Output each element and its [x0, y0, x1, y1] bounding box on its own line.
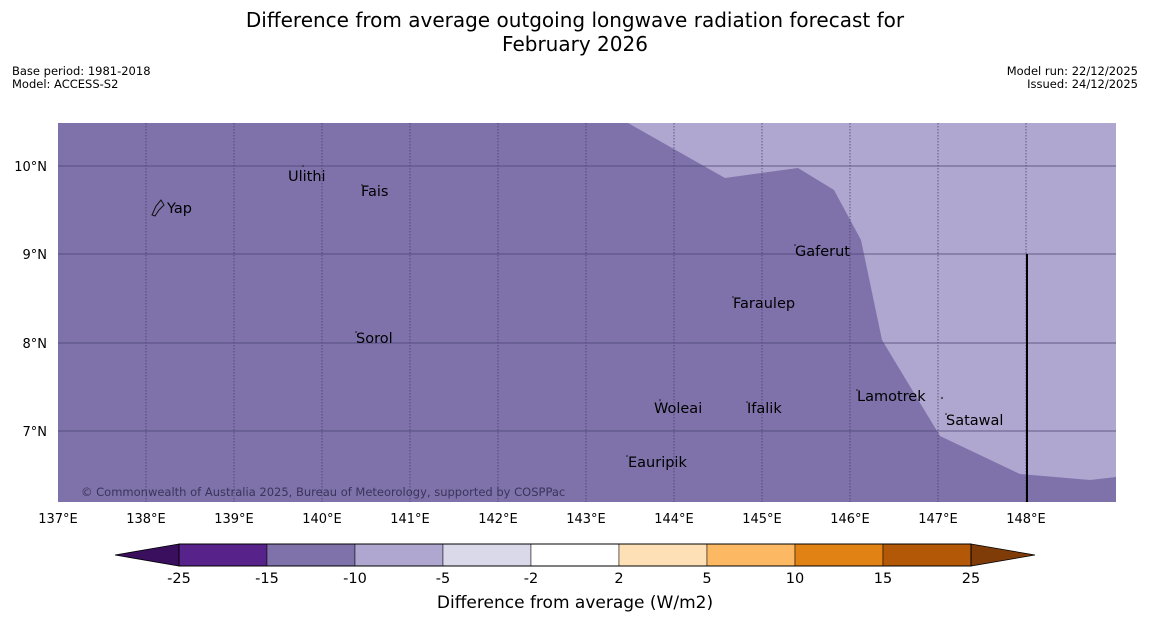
lon-label-145e: 145°E: [742, 512, 782, 527]
colorbar-title: Difference from average (W/m2): [436, 593, 714, 613]
place-satawal: Satawal: [946, 413, 1003, 429]
colorbar-segment: [178, 543, 268, 567]
place-ifalik: Ifalik: [747, 401, 782, 417]
colorbar-frame: [178, 543, 972, 567]
place-eauripik: Eauripik: [628, 455, 687, 471]
meta-left: Base period: 1981-2018 Model: ACCESS-S2: [12, 65, 151, 91]
lon-label-147e: 147°E: [918, 512, 958, 527]
colorbar-tick-label: -25: [167, 571, 191, 587]
title-line-2: February 2026: [502, 32, 648, 56]
colorbar-tick-label: -5: [436, 571, 450, 587]
lon-label-142e: 142°E: [478, 512, 518, 527]
place-faraulep: Faraulep: [733, 296, 795, 312]
colorbar-segment: [794, 543, 884, 567]
lon-label-143e: 143°E: [566, 512, 606, 527]
colorbar-tick-label: 5: [702, 571, 711, 587]
yap-island-icon: [151, 199, 165, 217]
issued-date: Issued: 24/12/2025: [1027, 77, 1138, 91]
lon-label-144e: 144°E: [654, 512, 694, 527]
colorbar-tick-label: -10: [343, 571, 367, 587]
place-gaferut: Gaferut: [795, 244, 850, 260]
colorbar-segment: [442, 543, 532, 567]
place-yap: Yap: [166, 201, 192, 217]
place-lamotrek: Lamotrek: [857, 389, 926, 405]
lat-label-10n: 10°N: [14, 160, 47, 175]
lon-label-146e: 146°E: [830, 512, 870, 527]
model-name: Model: ACCESS-S2: [12, 77, 119, 91]
colorbar-segment: [354, 543, 444, 567]
place-ulithi: Ulithi: [288, 169, 326, 185]
colorbar-segment: [706, 543, 796, 567]
colorbar-segment: [266, 543, 356, 567]
place-woleai: Woleai: [654, 401, 702, 417]
meta-right: Model run: 22/12/2025 Issued: 24/12/2025: [1007, 65, 1138, 91]
colorbar-tick-label: -2: [524, 571, 538, 587]
chart-title: Difference from average outgoing longwav…: [0, 8, 1150, 56]
model-run: Model run: 22/12/2025: [1006, 64, 1138, 78]
lat-label-9n: 9°N: [23, 248, 48, 263]
colorbar-tick-label: 2: [614, 571, 623, 587]
lat-label-8n: 8°N: [23, 337, 48, 352]
island-markers: [302, 165, 947, 457]
colorbar-segment: [530, 543, 620, 567]
colorbar-ticks: -25 -15 -10 -5 -2 2 5 10 15 25: [167, 571, 980, 587]
copyright-notice: © Commonwealth of Australia 2025, Bureau…: [81, 485, 565, 499]
lat-gridlines: [58, 165, 1116, 432]
colorbar-tick-label: 10: [786, 571, 804, 587]
place-fais: Fais: [361, 184, 388, 200]
colorbar-tick-label: -15: [255, 571, 279, 587]
lon-label-138e: 138°E: [126, 512, 166, 527]
lon-label-141e: 141°E: [390, 512, 430, 527]
lon-label-139e: 139°E: [214, 512, 254, 527]
colorbar-segment: [882, 543, 972, 567]
colorbar-segment: [618, 543, 708, 567]
anomaly-region-light: [628, 123, 1116, 480]
map-fill-layer: [58, 123, 1116, 502]
title-line-1: Difference from average outgoing longwav…: [245, 8, 905, 32]
colorbar-extend-min: [114, 543, 180, 567]
lon-label-148e: 148°E: [1006, 512, 1046, 527]
gridlines: [145, 123, 1027, 502]
lat-label-7n: 7°N: [23, 425, 48, 440]
place-sorol: Sorol: [356, 331, 393, 347]
base-period: Base period: 1981-2018: [12, 64, 151, 78]
colorbar-tick-label: 25: [962, 571, 980, 587]
colorbar: [114, 543, 1036, 567]
colorbar-extend-max: [970, 543, 1036, 567]
lon-label-140e: 140°E: [302, 512, 342, 527]
lon-label-137e: 137°E: [38, 512, 78, 527]
colorbar-tick-label: 15: [874, 571, 892, 587]
